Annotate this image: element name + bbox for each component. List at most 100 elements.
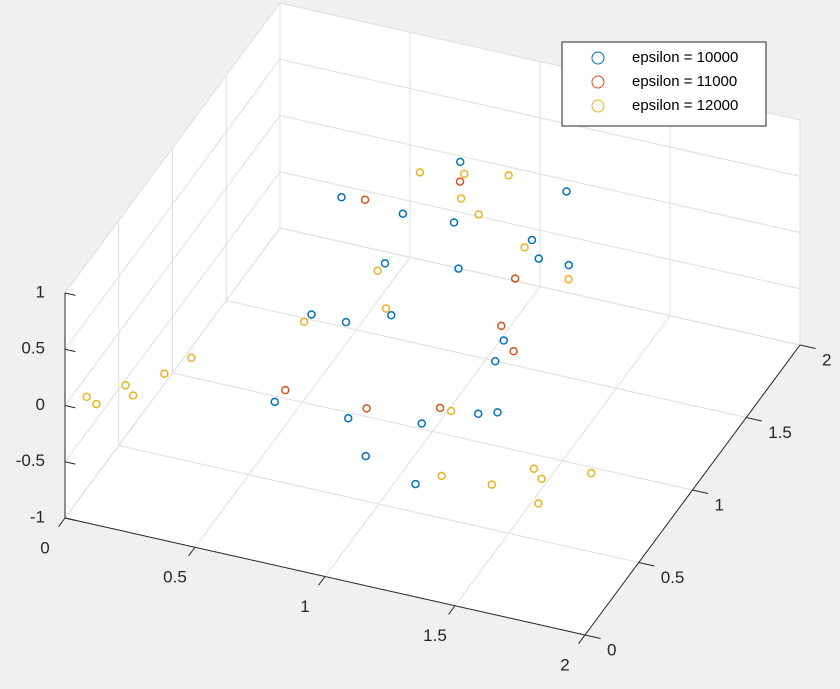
data-point (454, 264, 463, 273)
grid-line (279, 115, 801, 233)
data-point (504, 171, 513, 180)
grid-line (64, 58, 281, 350)
tick-mark (448, 605, 456, 615)
data-point (537, 474, 546, 484)
legend-marker (591, 75, 605, 89)
data-point (128, 391, 138, 400)
data-point (455, 177, 465, 186)
x-tick-label: 1 (300, 597, 309, 616)
y-tick-label: 0 (607, 640, 616, 659)
z-tick-label: 0.5 (21, 339, 45, 358)
tick-mark (584, 634, 601, 639)
data-point (341, 317, 351, 327)
data-point (587, 468, 596, 478)
legend-label: epsilon = 10000 (632, 49, 738, 66)
data-point (449, 218, 459, 227)
data-point (337, 193, 346, 202)
data-point (121, 381, 130, 390)
x-tick-label: 0.5 (163, 568, 187, 587)
legend-label: epsilon = 12000 (632, 97, 738, 114)
data-point (415, 168, 425, 177)
tick-mark (58, 517, 66, 527)
data-point (380, 259, 390, 268)
data-point (361, 451, 370, 461)
data-point (527, 235, 537, 245)
data-point (362, 404, 371, 413)
axis-line (584, 344, 801, 636)
data-point (456, 194, 466, 203)
legend-marker (591, 51, 605, 65)
y-tick-label: 0.5 (661, 568, 685, 587)
data-point (529, 464, 539, 473)
data-point (373, 266, 382, 276)
data-point (417, 419, 426, 428)
grid-line (64, 115, 281, 406)
data-point (307, 310, 316, 319)
tick-mark (318, 576, 326, 586)
data-point (460, 169, 469, 179)
data-point (82, 392, 91, 402)
z-tick-label: -1 (30, 507, 45, 526)
tick-mark (188, 546, 196, 557)
x-tick-label: 2 (560, 655, 569, 674)
tick-mark (692, 489, 709, 494)
grid-line (279, 227, 801, 346)
tick-mark (64, 461, 76, 465)
tick-mark (638, 562, 655, 567)
x-tick-label: 0 (40, 538, 49, 557)
grid-line (64, 227, 281, 519)
y-tick-label: 1 (715, 495, 724, 514)
data-point (474, 210, 483, 219)
data-point (564, 260, 573, 270)
data-point (491, 356, 500, 366)
data-point (487, 480, 496, 489)
data-point (360, 195, 370, 204)
data-point (493, 408, 502, 417)
grid-line (279, 171, 801, 290)
data-point (534, 254, 543, 263)
data-point (381, 304, 391, 313)
tick-mark (799, 344, 816, 349)
data-point (474, 409, 483, 419)
grid-line (64, 2, 281, 294)
data-point (510, 274, 520, 283)
data-point (435, 403, 445, 413)
data-point (344, 414, 353, 423)
data-point (564, 274, 573, 284)
axis-line (64, 517, 586, 636)
data-point (398, 209, 408, 218)
data-point (509, 347, 518, 356)
data-point (299, 317, 309, 327)
grid-line (279, 58, 801, 177)
tick-mark (64, 405, 76, 409)
data-point (499, 336, 508, 345)
data-point (520, 243, 529, 252)
x-tick-label: 1.5 (423, 626, 447, 645)
tick-mark (64, 348, 76, 353)
z-tick-label: -0.5 (16, 451, 45, 470)
data-point (411, 479, 420, 489)
grid-line (118, 445, 639, 563)
z-tick-label: 0 (36, 395, 45, 414)
y-tick-label: 2 (822, 350, 831, 369)
grid-line (226, 300, 747, 418)
data-point (270, 397, 279, 407)
data-point (562, 187, 571, 196)
data-point (387, 311, 396, 320)
data-point (497, 321, 506, 331)
z-tick-label: 1 (36, 282, 45, 301)
data-point (160, 369, 169, 378)
grid-line (172, 372, 693, 491)
tick-mark (746, 417, 762, 422)
data-point (92, 399, 101, 409)
tick-mark (578, 634, 586, 644)
data-point (534, 499, 543, 508)
data-point (281, 385, 290, 395)
legend-label: epsilon = 11000 (632, 73, 737, 90)
grid-line (64, 171, 281, 463)
legend-marker (591, 99, 605, 113)
data-point (187, 353, 196, 363)
data-point (437, 471, 446, 481)
data-point (446, 406, 456, 416)
